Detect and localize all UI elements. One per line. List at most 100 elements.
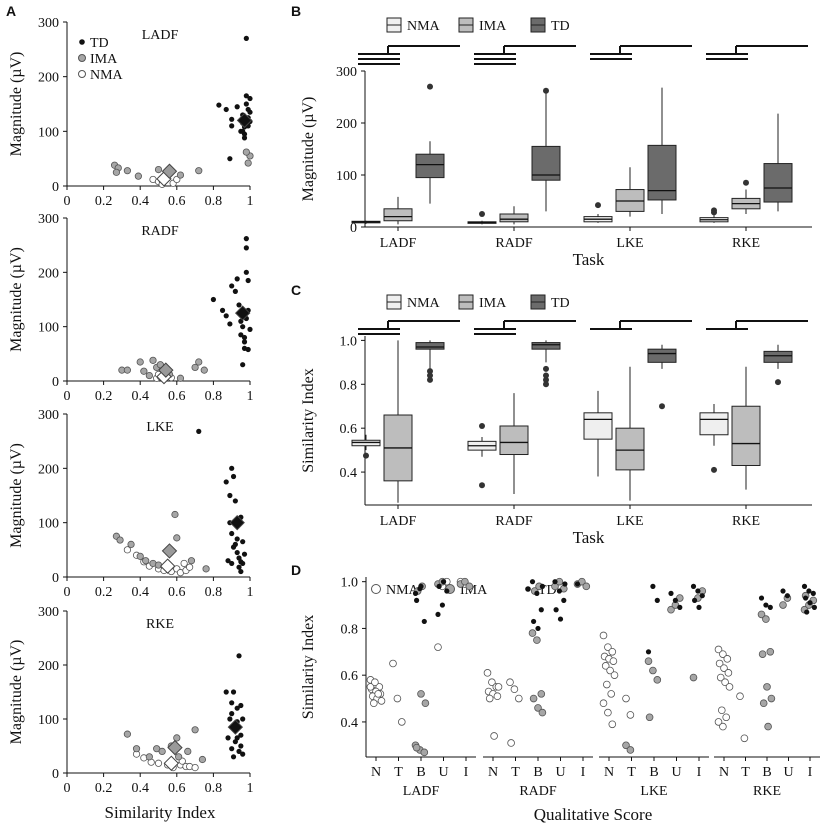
nma-point	[180, 559, 188, 568]
td-box	[647, 144, 677, 201]
nma-point	[604, 643, 612, 651]
x-tick-label: N	[371, 765, 381, 780]
td-point	[225, 558, 231, 564]
td-point	[240, 324, 246, 330]
legend-marker-ima	[78, 54, 86, 62]
x-tick-label: 1	[247, 194, 254, 209]
y-tick-label: 100	[38, 125, 59, 140]
x-tick-label: LKE	[616, 236, 643, 251]
ima-mean-diamond	[167, 739, 183, 756]
ima-point	[582, 582, 591, 591]
x-tick-label: B	[533, 765, 542, 780]
category-radf: RADF	[467, 87, 561, 251]
td-point	[234, 735, 240, 741]
ima-point	[421, 699, 430, 708]
td-point	[229, 465, 235, 471]
legend-label-td: TD	[551, 296, 570, 311]
td-box	[415, 342, 445, 350]
x-tick-label: U	[783, 765, 793, 780]
x-tick-label: I	[464, 765, 469, 780]
ima-point	[154, 166, 163, 174]
td-point	[444, 588, 450, 594]
ima-point	[461, 577, 469, 586]
y-tick-label: 1.0	[341, 576, 359, 591]
td-point	[229, 123, 235, 129]
td-box	[415, 153, 445, 179]
outlier-point	[427, 83, 433, 90]
td-point	[243, 35, 249, 42]
legend-label-nma: NMA	[407, 19, 441, 34]
legend-label-ima: IMA	[479, 296, 507, 311]
y-tick-label: 0.4	[341, 716, 359, 731]
td-point	[223, 689, 229, 695]
nma-point	[191, 763, 199, 772]
significance-bars	[358, 45, 460, 65]
x-tick-label: LKE	[616, 514, 643, 529]
nma-point	[610, 671, 619, 679]
x-tick-label: 0.8	[205, 585, 223, 600]
td-point	[229, 530, 235, 537]
td-point	[561, 597, 567, 603]
x-tick-label: 0.6	[168, 781, 186, 796]
td-point	[784, 593, 791, 599]
nma-point	[507, 739, 515, 747]
ima-point	[465, 582, 474, 591]
ima-box	[499, 425, 529, 456]
td-point	[803, 595, 809, 601]
panel-label-c: C	[291, 282, 301, 298]
td-point	[229, 283, 235, 289]
td-point	[223, 313, 229, 319]
outlier-point	[659, 403, 665, 410]
y-tick-label: 0	[52, 767, 59, 782]
td-point	[414, 597, 420, 603]
x-tick-label: 0.2	[95, 781, 113, 796]
td-point	[243, 269, 249, 275]
y-tick-label: 300	[38, 212, 59, 227]
panel-b: B 0 100 200 300 Magnitude (µV) Task LADF RADF LKE…	[291, 3, 812, 269]
x-tick-label: RKE	[732, 514, 760, 529]
y-tick-label: 100	[336, 169, 357, 184]
y-tick-label: 0	[52, 571, 59, 586]
nma-mean-diamond	[163, 755, 180, 771]
td-point	[690, 583, 697, 589]
y-axis-label: Magnitude (µV)	[8, 247, 25, 352]
td-point	[238, 743, 244, 749]
ima-point	[766, 648, 775, 656]
y-axis-label: Magnitude (µV)	[300, 97, 317, 202]
x-tick-label: U	[438, 765, 448, 780]
x-tick-label: LADF	[380, 514, 417, 529]
td-point	[435, 611, 441, 618]
ima-point	[537, 690, 546, 698]
y-tick-label: 0.6	[340, 422, 358, 437]
td-point	[229, 700, 235, 706]
td-point	[436, 583, 442, 589]
nma-point	[123, 546, 131, 554]
x-axis-label: Task	[573, 528, 605, 547]
td-point	[236, 748, 242, 755]
td-point	[696, 604, 702, 610]
td-point	[241, 334, 248, 341]
nma-box	[583, 412, 613, 440]
nma-point	[485, 694, 494, 703]
nma-point	[719, 722, 727, 731]
td-point	[807, 600, 813, 606]
td-point	[695, 588, 701, 594]
td-point	[763, 602, 769, 608]
y-tick-label: 200	[336, 117, 357, 132]
nma-point	[374, 690, 383, 698]
legend-label-nma: NMA	[386, 583, 420, 598]
td-point	[236, 564, 242, 570]
nma-point	[721, 678, 729, 686]
nma-point	[490, 732, 498, 740]
nma-mean-diamond	[159, 558, 176, 574]
y-tick-label: 200	[38, 266, 59, 281]
ima-point	[533, 636, 541, 644]
ima-point	[626, 746, 635, 754]
y-tick-label: 200	[38, 462, 59, 477]
ima-point	[158, 747, 166, 756]
y-axis-label: Magnitude (µV)	[8, 443, 25, 548]
nma-point	[397, 718, 406, 726]
td-point	[562, 581, 568, 587]
td-point	[223, 106, 229, 113]
